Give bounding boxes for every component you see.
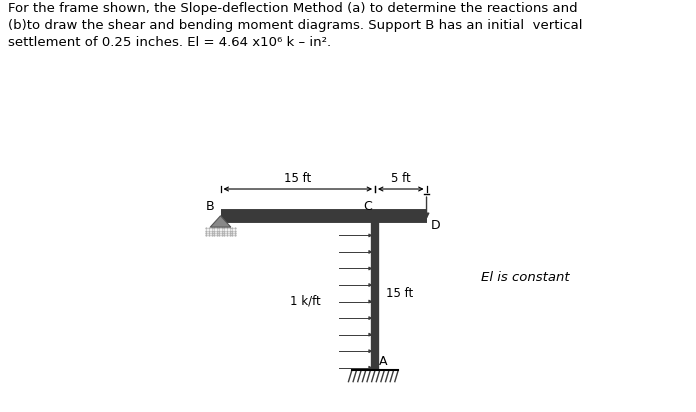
Text: A: A bbox=[379, 355, 387, 368]
Text: 1 k/ft: 1 k/ft bbox=[290, 294, 321, 307]
Text: B: B bbox=[206, 200, 214, 213]
Text: 15 ft: 15 ft bbox=[284, 172, 311, 185]
Text: El is constant: El is constant bbox=[481, 271, 569, 284]
Text: For the frame shown, the Slope-deflection Method (a) to determine the reactions : For the frame shown, the Slope-deflectio… bbox=[8, 2, 583, 49]
Polygon shape bbox=[210, 216, 231, 227]
Text: 15 ft: 15 ft bbox=[386, 286, 413, 300]
Text: C: C bbox=[364, 200, 372, 213]
Text: D: D bbox=[431, 218, 441, 232]
Text: 5 ft: 5 ft bbox=[391, 172, 411, 185]
